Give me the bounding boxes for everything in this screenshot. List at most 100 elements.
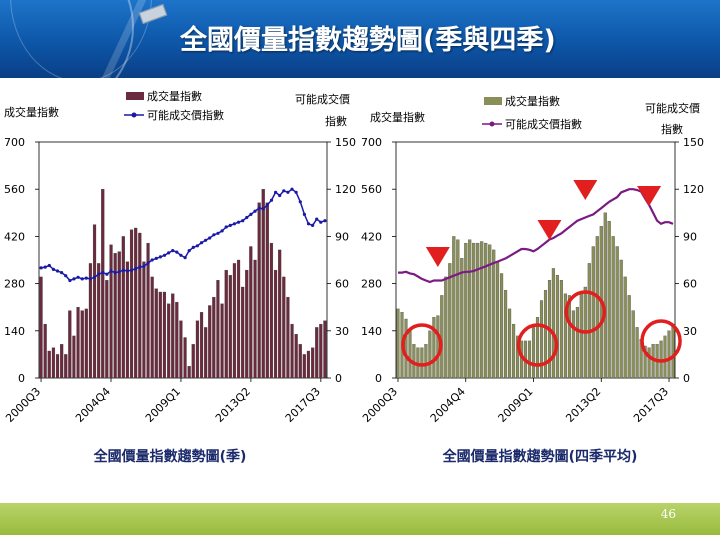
y-tick-label: 560	[361, 183, 382, 196]
left-chart-marks: 0 140 280 420 560 700 0 30 60 90 120 150 2000Q3 2004Q…	[3, 136, 356, 425]
volume-bar	[456, 239, 460, 379]
volume-bar	[162, 291, 167, 379]
price-point	[47, 263, 51, 268]
volume-bar	[508, 308, 512, 379]
right-axis-title-line1: 可能成交價	[645, 101, 700, 115]
volume-bar	[142, 261, 146, 379]
price-index-line	[398, 188, 674, 284]
volume-bar	[55, 354, 60, 379]
volume-bar	[92, 224, 97, 379]
volume-bar	[567, 295, 571, 379]
volume-bar	[396, 308, 400, 379]
price-point	[171, 249, 175, 253]
price-point	[130, 268, 134, 272]
x-tick-label: 2004Q4	[73, 385, 113, 425]
price-index-line	[40, 188, 326, 282]
volume-bar	[579, 293, 583, 379]
volume-bar	[113, 253, 117, 379]
volume-bar	[245, 269, 249, 379]
price-point	[101, 271, 105, 275]
volume-bar	[311, 347, 315, 379]
volume-bar	[171, 293, 175, 379]
price-point	[134, 267, 138, 271]
volume-bar	[452, 236, 456, 379]
right-axis-title-line2: 指數	[661, 122, 683, 136]
volume-bar	[138, 232, 142, 379]
volume-bar	[315, 327, 319, 379]
x-tick-label: 2000Q3	[360, 385, 400, 425]
volume-bar	[663, 335, 667, 379]
price-point	[323, 219, 327, 223]
volume-bar	[472, 242, 476, 379]
volume-bar	[43, 323, 47, 379]
price-point	[113, 271, 117, 275]
price-point	[286, 190, 290, 194]
price-point	[306, 222, 311, 226]
volume-bar	[575, 307, 579, 379]
volume-bar	[468, 239, 472, 379]
price-point	[232, 222, 236, 226]
x-tick-label: 2013Q2	[563, 385, 603, 425]
price-point	[208, 236, 212, 240]
left-axis-title: 成交量指數	[370, 110, 425, 124]
volume-bar	[204, 327, 208, 379]
volume-bar	[571, 310, 575, 379]
price-point	[199, 241, 204, 245]
volume-bar	[484, 242, 488, 379]
price-point	[220, 229, 224, 233]
y2-tick-label: 0	[335, 372, 342, 385]
volume-bar	[464, 242, 468, 379]
volume-bar	[195, 320, 200, 379]
y2-tick-label: 90	[683, 230, 697, 243]
price-point	[142, 264, 146, 268]
price-point	[315, 217, 319, 221]
y2-tick-label: 60	[683, 278, 697, 291]
volume-bar	[273, 269, 278, 379]
volume-bar	[539, 300, 544, 379]
volume-bar	[179, 320, 183, 379]
volume-bar	[476, 242, 480, 379]
y-tick-label: 280	[4, 278, 25, 291]
volume-low-circle	[401, 323, 443, 367]
price-point	[92, 275, 97, 279]
price-point	[84, 276, 88, 280]
price-point	[55, 269, 60, 273]
volume-bar	[80, 310, 84, 379]
x-tick-label: 2009Q1	[496, 385, 536, 425]
legend-label-price: 可能成交價指數	[147, 108, 224, 122]
four-quarter-average-chart: 成交量指數 可能成交價 指數 成交量指數 可能成交價指數 全國價量指數趨勢圖(四…	[370, 94, 700, 465]
volume-bar	[261, 189, 265, 379]
x-tick-label: 2017Q3	[283, 385, 323, 425]
volume-bar	[512, 323, 516, 379]
y-tick-label: 700	[4, 136, 25, 149]
volume-bar	[460, 258, 464, 379]
price-point	[117, 270, 121, 274]
volume-bar	[187, 366, 191, 379]
price-point	[236, 220, 241, 224]
price-point	[179, 253, 183, 257]
volume-bar	[424, 344, 428, 379]
volume-bar	[154, 288, 158, 379]
quarterly-chart: 成交量指數 可能成交價 指數 成交量指數 可能成交價指數 全國價量指數趨勢圖(季…	[4, 89, 350, 465]
volume-bar	[64, 354, 68, 379]
volume-bar	[134, 227, 138, 379]
volume-bar	[253, 259, 257, 379]
volume-bar	[265, 202, 269, 379]
price-point	[43, 265, 47, 269]
price-point	[138, 265, 142, 269]
price-point	[228, 223, 232, 227]
right-chart-caption: 全國價量指數趨勢圖(四季平均)	[442, 448, 638, 465]
x-tick-label: 2000Q3	[3, 385, 43, 425]
price-point	[154, 256, 158, 260]
legend-swatch-volume	[484, 97, 502, 105]
right-axis-title-line2: 指數	[325, 114, 347, 128]
y2-tick-label: 30	[683, 325, 697, 338]
volume-bar	[216, 280, 220, 379]
x-tick-label: 2017Q3	[631, 385, 671, 425]
y-tick-label: 140	[4, 325, 25, 338]
volume-bar	[667, 330, 671, 379]
price-point	[125, 269, 130, 273]
price-point	[39, 266, 43, 270]
volume-bar	[492, 249, 496, 379]
price-point	[109, 269, 113, 273]
